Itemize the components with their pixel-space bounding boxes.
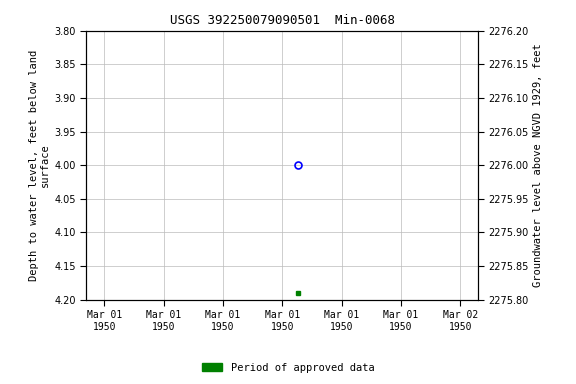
Title: USGS 392250079090501  Min-0068: USGS 392250079090501 Min-0068 — [170, 14, 395, 27]
Y-axis label: Depth to water level, feet below land
surface: Depth to water level, feet below land su… — [29, 50, 50, 281]
Y-axis label: Groundwater level above NGVD 1929, feet: Groundwater level above NGVD 1929, feet — [533, 43, 543, 287]
Legend: Period of approved data: Period of approved data — [198, 359, 378, 377]
